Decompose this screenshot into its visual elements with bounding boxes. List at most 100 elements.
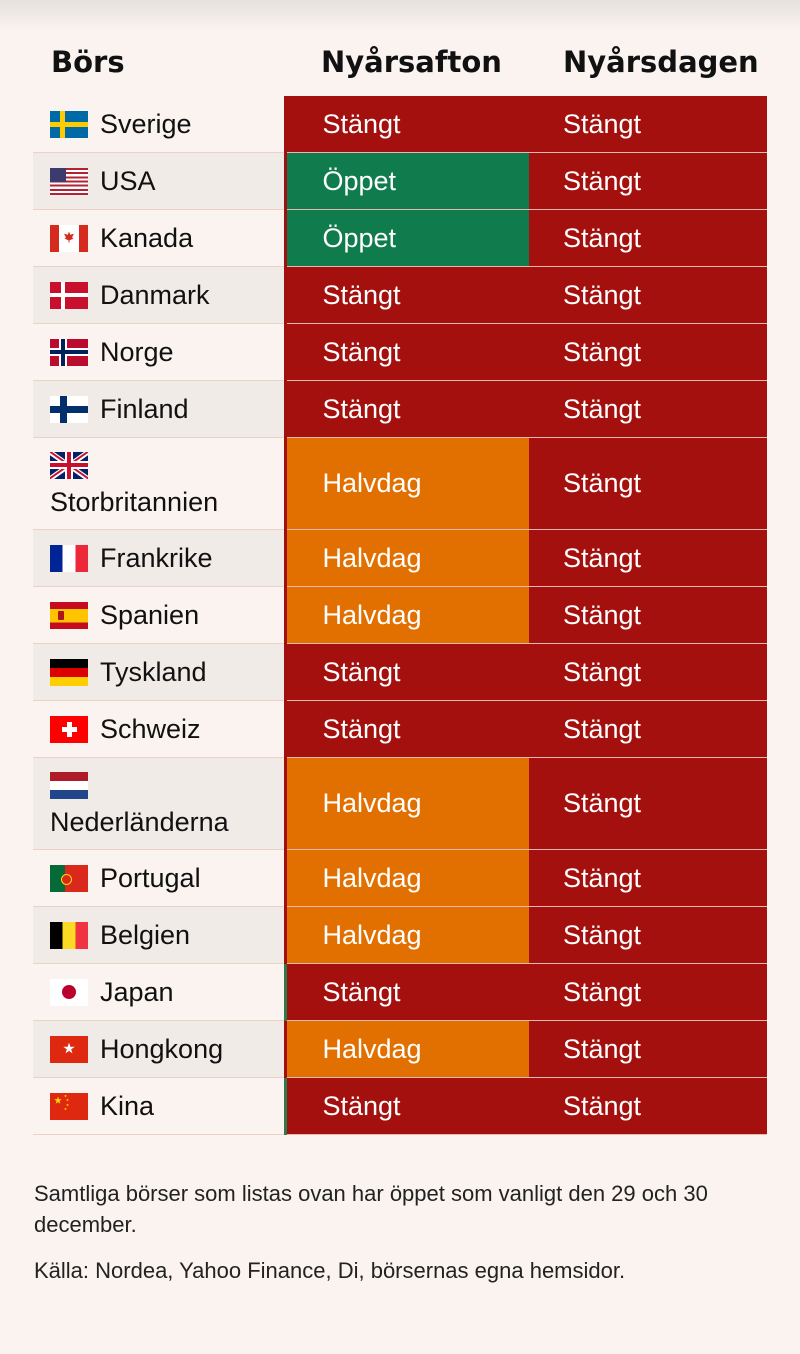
nyarsafton-status: Stängt	[283, 323, 529, 381]
country-name: Tyskland	[100, 656, 207, 687]
footnotes: Samtliga börser som listas ovan har öppe…	[34, 1178, 764, 1286]
country-name: Schweiz	[100, 713, 201, 744]
nyarsdagen-status: Stängt	[529, 380, 767, 438]
table-row: Frankrike Halvdag Stängt	[33, 529, 767, 587]
portugal-flag-icon	[50, 864, 88, 892]
country-name: Frankrike	[100, 542, 213, 573]
nyarsafton-status: Halvdag	[283, 437, 529, 530]
country-name: Norge	[100, 336, 174, 367]
canada-flag-icon	[50, 224, 88, 252]
table-row: Schweiz Stängt Stängt	[33, 700, 767, 758]
header-nyarsafton: Nyårsafton	[321, 45, 502, 79]
nyarsafton-status: Halvdag	[283, 906, 529, 964]
country-cell: Danmark	[33, 266, 285, 324]
country-cell: USA	[33, 152, 285, 210]
country-cell: Storbritannien	[33, 437, 285, 530]
nyarsdagen-status: Stängt	[529, 700, 767, 758]
norway-flag-icon	[50, 338, 88, 366]
top-shadow	[0, 0, 800, 30]
table-row: Spanien Halvdag Stängt	[33, 586, 767, 644]
country-cell: Frankrike	[33, 529, 285, 587]
china-flag-icon	[50, 1092, 88, 1120]
table-row: Hongkong Halvdag Stängt	[33, 1020, 767, 1078]
belgium-flag-icon	[50, 921, 88, 949]
nyarsdagen-status: Stängt	[529, 1077, 767, 1135]
country-name: Portugal	[100, 862, 201, 893]
japan-flag-icon	[50, 978, 88, 1006]
header-row: Börs Nyårsafton Nyårsdagen	[33, 28, 767, 96]
country-name: Spanien	[100, 599, 200, 630]
finland-flag-icon	[50, 395, 88, 423]
country-name: Storbritannien	[50, 486, 219, 517]
header-bors: Börs	[51, 45, 125, 79]
country-name: Kina	[100, 1090, 155, 1121]
country-cell: Spanien	[33, 586, 285, 644]
table-row: USA Öppet Stängt	[33, 152, 767, 210]
country-cell: Sverige	[33, 96, 285, 153]
nyarsdagen-status: Stängt	[529, 96, 767, 153]
nyarsafton-status: Öppet	[283, 209, 529, 267]
nyarsdagen-status: Stängt	[529, 209, 767, 267]
nyarsafton-status: Halvdag	[283, 1020, 529, 1078]
country-cell: Hongkong	[33, 1020, 285, 1078]
country-cell: Portugal	[33, 849, 285, 907]
source-text: Källa: Nordea, Yahoo Finance, Di, börser…	[34, 1258, 626, 1283]
nyarsdagen-status: Stängt	[529, 323, 767, 381]
table-row: Finland Stängt Stängt	[33, 380, 767, 438]
country-cell: Finland	[33, 380, 285, 438]
country-name: Hongkong	[100, 1033, 224, 1064]
nyarsdagen-status: Stängt	[529, 266, 767, 324]
exchange-table: Börs Nyårsafton Nyårsdagen Sverige Stängt…	[33, 28, 767, 1135]
nyarsdagen-status: Stängt	[529, 152, 767, 210]
country-cell: Kina	[33, 1077, 285, 1135]
nyarsdagen-status: Stängt	[529, 849, 767, 907]
nyarsafton-status: Stängt	[283, 963, 529, 1021]
note-text: Samtliga börser som listas ovan har öppe…	[34, 1181, 708, 1237]
hongkong-flag-icon	[50, 1035, 88, 1063]
country-name: Kanada	[100, 222, 194, 253]
usa-flag-icon	[50, 167, 88, 195]
table-row: Japan Stängt Stängt	[33, 963, 767, 1021]
country-name: Danmark	[100, 279, 210, 310]
country-cell: Norge	[33, 323, 285, 381]
nyarsafton-status: Stängt	[283, 1077, 529, 1135]
table-row: Tyskland Stängt Stängt	[33, 643, 767, 701]
denmark-flag-icon	[50, 281, 88, 309]
nyarsdagen-status: Stängt	[529, 529, 767, 587]
table-row: Portugal Halvdag Stängt	[33, 849, 767, 907]
header-nyarsdagen: Nyårsdagen	[563, 45, 759, 79]
nyarsafton-status: Stängt	[283, 96, 529, 153]
nyarsafton-status: Stängt	[283, 380, 529, 438]
nyarsafton-status: Halvdag	[283, 529, 529, 587]
france-flag-icon	[50, 544, 88, 572]
nyarsdagen-status: Stängt	[529, 963, 767, 1021]
country-cell: Tyskland	[33, 643, 285, 701]
nyarsafton-status: Öppet	[283, 152, 529, 210]
country-cell: Nederländerna	[33, 757, 285, 850]
switzerland-flag-icon	[50, 715, 88, 743]
nyarsafton-status: Halvdag	[283, 757, 529, 850]
country-name: Nederländerna	[50, 806, 229, 837]
nyarsdagen-status: Stängt	[529, 906, 767, 964]
germany-flag-icon	[50, 658, 88, 686]
country-name: Belgien	[100, 919, 191, 950]
nyarsdagen-status: Stängt	[529, 586, 767, 644]
sweden-flag-icon	[50, 110, 88, 138]
country-cell: Belgien	[33, 906, 285, 964]
nyarsafton-status: Halvdag	[283, 586, 529, 644]
country-name: Japan	[100, 976, 174, 1007]
table-row: Kanada Öppet Stängt	[33, 209, 767, 267]
country-cell: Japan	[33, 963, 285, 1021]
table-body: Sverige Stängt Stängt USA Öppet Stängt Kanada Ö…	[33, 96, 767, 1135]
country-cell: Schweiz	[33, 700, 285, 758]
nyarsafton-status: Stängt	[283, 700, 529, 758]
country-cell: Kanada	[33, 209, 285, 267]
country-name: Finland	[100, 393, 189, 424]
nyarsdagen-status: Stängt	[529, 1020, 767, 1078]
nyarsafton-status: Stängt	[283, 643, 529, 701]
netherlands-flag-icon	[50, 771, 88, 799]
nyarsdagen-status: Stängt	[529, 757, 767, 850]
table-row: Norge Stängt Stängt	[33, 323, 767, 381]
table-row: Kina Stängt Stängt	[33, 1077, 767, 1135]
table-row: Nederländerna Halvdag Stängt	[33, 757, 767, 850]
